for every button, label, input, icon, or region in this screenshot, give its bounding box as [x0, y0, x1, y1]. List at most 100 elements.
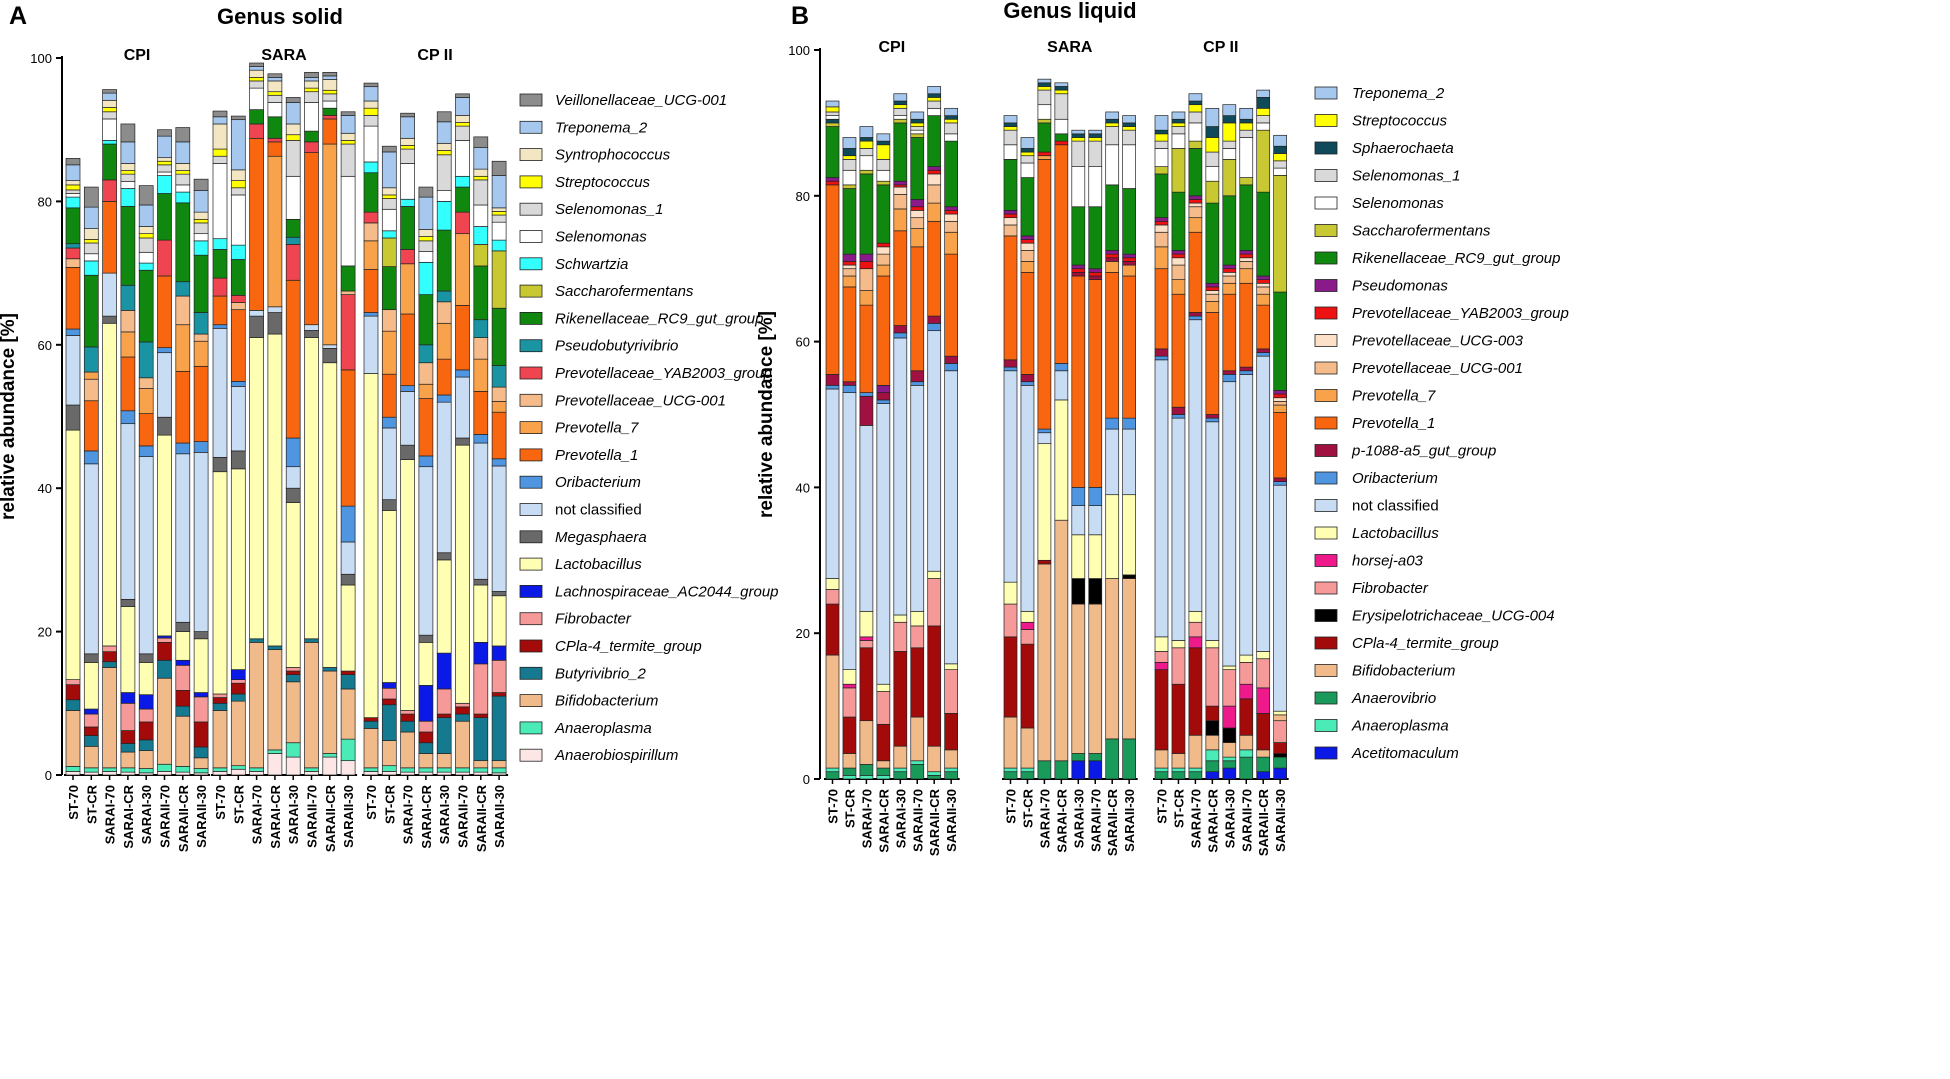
bar-segment-butyrivibrio-2 — [212, 702, 228, 711]
bar-segment-rikenellaceae-rc9-gut-group — [340, 265, 356, 292]
bar-segment-streptococcus — [285, 134, 301, 141]
bar-segment-cpla-4-termite-group — [842, 716, 857, 754]
legend-swatch-lactobacillus — [519, 557, 543, 571]
bar-segment-prevotellaceae-yab2003-group — [927, 169, 942, 175]
bar-segment-horsej-a03 — [1188, 636, 1203, 649]
bar-segment-selenomonas-1 — [322, 93, 338, 102]
bar-segment-prevotellaceae-ucg-003 — [1020, 242, 1035, 251]
bar-segment-syntrophococcus — [491, 207, 507, 212]
bar-segment-anaeroplasma — [944, 767, 959, 773]
bar-segment-prevotellaceae-yab2003-group — [65, 247, 81, 260]
bar-segment-p-1088-a5-gut-group — [1154, 348, 1169, 357]
bar-segment-selenomonas — [1273, 167, 1288, 176]
bar-segment-anaerobiospirillum — [304, 771, 319, 776]
y-axis-label: relative abundance [%] — [0, 313, 19, 520]
legend-label-anaerobiospirillum: Anaerobiospirillum — [554, 747, 678, 764]
bar-segment-bifidobacterium — [1003, 716, 1018, 769]
bar-segment-rikenellaceae-rc9-gut-group — [1154, 173, 1169, 219]
bar-segment-bifidobacterium — [876, 760, 891, 769]
legend-label-prevotella-7: Prevotella_7 — [1352, 388, 1436, 405]
bar-segment-lactobacillus — [1171, 640, 1186, 649]
bar-segment-lactobacillus — [120, 606, 136, 693]
bar-segment-anaerobiospirillum — [267, 753, 283, 776]
legend-label-acetitomaculum: Acetitomaculum — [1351, 745, 1459, 762]
bar-segment-horsej-a03 — [1154, 662, 1169, 670]
bar-segment-megasphaera — [249, 315, 264, 338]
bar-segment-not-classified — [418, 466, 434, 636]
bar-segment-anaerobiospirillum — [120, 771, 136, 776]
bar-segment-sphaerochaeta — [1188, 100, 1203, 106]
bar-segment-sphaerochaeta — [1054, 86, 1069, 91]
bar-segment-prevotellaceae-ucg-001 — [1205, 293, 1220, 302]
x-tick-label: SARAI-30 — [1071, 789, 1086, 848]
bar-segment-prevotellaceae-ucg-001 — [1003, 224, 1018, 237]
bar-segment-prevotella-1 — [944, 253, 959, 357]
bar-segment-bifidobacterium — [285, 681, 301, 744]
bar-segment-sphaerochaeta — [876, 140, 891, 146]
bar-segment-prevotella-1 — [1256, 304, 1271, 350]
legend-swatch-veillonellaceae-ucg-001 — [519, 93, 543, 107]
legend-swatch-cpla-4-termite-group — [1314, 636, 1338, 650]
bar-segment-bifidobacterium — [1020, 727, 1035, 769]
bar-segment-acetitomaculum — [1071, 760, 1086, 780]
bar-segment-saccharofermentans — [825, 122, 840, 127]
legend-swatch-not-classified — [1314, 499, 1338, 512]
y-tick-label: 60 — [38, 338, 52, 353]
bar-segment-lactobacillus — [1003, 581, 1018, 605]
x-tick-label: SARAII-CR — [1256, 788, 1271, 856]
bar-segment-selenomonas-1 — [267, 94, 283, 103]
bar-segment-prevotellaceae-ucg-001 — [876, 253, 891, 266]
bar-segment-oribacterium — [175, 442, 191, 455]
bar-segment-prevotellaceae-yab2003-group — [1088, 271, 1103, 277]
bar-segment-prevotellaceae-ucg-003 — [910, 210, 925, 219]
bar-segment-anaeroplasma — [876, 775, 891, 780]
x-tick-label: SARAII-CR — [927, 788, 942, 856]
bar-segment-acetitomaculum — [1222, 767, 1237, 780]
legend-label-saccharofermentans: Saccharofermentans — [1352, 223, 1491, 240]
bar-segment-anaeroplasma — [230, 765, 246, 770]
legend-swatch-selenomonas — [519, 230, 543, 243]
bar-segment-anaerobiospirillum — [455, 771, 470, 776]
bar-segment-anaeroplasma — [842, 775, 857, 780]
x-tick-label: SARAI-CR — [121, 784, 136, 848]
bar-segment-fibrobacter — [285, 667, 301, 672]
bar-segment-prevotella-1 — [455, 305, 470, 371]
bar-segment-prevotella-1 — [212, 295, 228, 326]
bar-segment-rikenellaceae-rc9-gut-group — [1105, 184, 1120, 251]
bar-segment-cpla-4-termite-group — [400, 713, 415, 722]
bar-segment-lactobacillus — [436, 559, 452, 654]
bar-segment-selenomonas-1 — [1154, 140, 1169, 149]
bar-segment-treponema-2 — [927, 86, 942, 95]
bar-segment-not-classified — [1154, 359, 1169, 638]
bar-segment-schwartzia — [455, 175, 470, 188]
bar-segment-anaeroplasma — [138, 768, 154, 774]
bar-segment-selenomonas — [304, 102, 319, 132]
bar-segment-anaeroplasma — [893, 767, 908, 773]
bar-segment-veillonellaceae-ucg-001 — [102, 89, 117, 94]
bar-segment-prevotella-7 — [491, 401, 507, 413]
bar-segment-fibrobacter — [1154, 651, 1169, 663]
bar-segment-bifidobacterium — [175, 715, 191, 767]
bar-segment-streptococcus — [1037, 86, 1052, 91]
bar-segment-prevotella-1 — [842, 286, 857, 383]
bar-segment-bifidobacterium — [1273, 714, 1288, 722]
bar-segment-butyrivibrio-2 — [304, 638, 319, 643]
bar-segment-butyrivibrio-2 — [400, 720, 415, 733]
bar-segment-cpla-4-termite-group — [1188, 647, 1203, 736]
bar-segment-bifidobacterium — [418, 753, 434, 769]
x-tick-label: SARAI-70 — [1188, 789, 1203, 848]
legend-label-lachnospiraceae-ac2044-group: Lachnospiraceae_AC2044_group — [555, 583, 779, 600]
legend-label-pseudobutyrivibrio: Pseudobutyrivibrio — [555, 338, 678, 355]
bar-segment-pseudomonas — [1088, 268, 1103, 273]
bar-segment-syntrophococcus — [230, 169, 246, 181]
x-tick-label: ST-70 — [66, 785, 81, 820]
bar-segment-prevotella-1 — [491, 411, 507, 460]
bar-segment-pseudomonas — [1154, 217, 1169, 222]
bar-segment-megasphaera — [400, 444, 415, 460]
x-tick-label: SARAI-70 — [103, 785, 118, 844]
legend-label-butyrivibrio-2: Butyrivibrio_2 — [555, 665, 647, 682]
legend-label-prevotellaceae-ucg-001: Prevotellaceae_UCG-001 — [555, 392, 726, 409]
bar-segment-prevotellaceae-ucg-003 — [944, 213, 959, 222]
bar-segment-prevotella-7 — [267, 155, 283, 308]
legend-swatch-saccharofermentans — [1314, 224, 1338, 237]
